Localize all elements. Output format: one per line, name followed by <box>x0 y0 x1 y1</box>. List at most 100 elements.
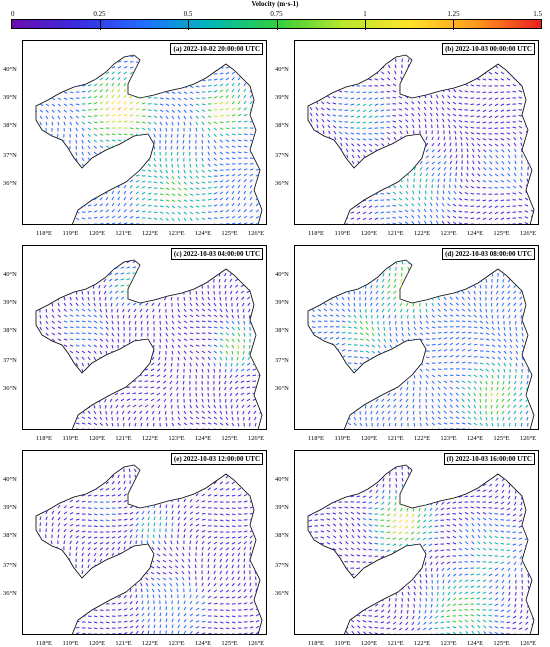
velocity-arrow <box>486 309 487 312</box>
velocity-arrow <box>57 134 58 138</box>
velocity-arrow <box>467 155 468 159</box>
latitude-label: 37°N <box>3 152 17 159</box>
longitude-label: 125°E <box>221 230 237 237</box>
velocity-arrow <box>401 71 402 74</box>
velocity-arrow <box>129 321 130 325</box>
velocity-arrow <box>160 134 161 138</box>
velocity-arrow <box>372 417 373 421</box>
velocity-arrow <box>384 327 385 331</box>
velocity-arrow <box>354 291 355 294</box>
velocity-arrow <box>522 327 523 331</box>
velocity-arrow <box>202 80 205 81</box>
velocity-arrow <box>208 110 212 111</box>
panel-timestamp-label: (d) 2022-10-03 08:00:00 UTC <box>442 248 535 260</box>
latitude-label: 36°N <box>3 385 17 392</box>
latitude-label: 39°N <box>275 299 289 306</box>
latitude-label: 40°N <box>275 271 289 278</box>
velocity-arrow <box>178 303 179 306</box>
velocity-arrow <box>363 128 367 129</box>
velocity-arrow <box>177 369 178 372</box>
velocity-arrow <box>166 411 167 415</box>
velocity-arrow <box>456 375 460 376</box>
velocity-arrow <box>196 393 197 397</box>
velocity-arrow <box>360 309 361 312</box>
velocity-arrow <box>519 218 523 219</box>
longitude-label: 123°E <box>168 230 184 237</box>
velocity-arrow <box>238 315 239 318</box>
velocity-arrow <box>465 97 468 98</box>
velocity-arrow <box>243 351 244 354</box>
colorbar-tick-label: 1.25 <box>447 10 459 18</box>
longitude-label: 118°E <box>308 230 324 237</box>
colorbar-tick-mark <box>365 20 366 30</box>
velocity-arrow <box>202 152 203 155</box>
velocity-arrow <box>208 193 211 194</box>
velocity-arrow <box>76 339 79 340</box>
velocity-arrow <box>189 146 190 149</box>
velocity-arrow <box>375 92 379 93</box>
velocity-arrow <box>190 152 191 156</box>
velocity-arrow <box>471 110 474 111</box>
velocity-arrow <box>76 152 77 155</box>
velocity-arrow <box>232 309 233 312</box>
velocity-arrow <box>145 375 148 376</box>
velocity-arrow <box>226 303 227 306</box>
longitude-label: 119°E <box>334 230 350 237</box>
velocity-arrow <box>127 285 130 286</box>
velocity-arrow <box>238 411 239 415</box>
velocity-arrow <box>208 327 212 328</box>
velocity-arrow <box>437 125 438 128</box>
velocity-arrow <box>519 104 523 105</box>
velocity-arrow <box>106 405 107 409</box>
velocity-arrow <box>509 423 510 426</box>
velocity-arrow <box>160 321 161 325</box>
velocity-arrow <box>345 110 348 111</box>
velocity-arrow <box>139 393 142 394</box>
velocity-arrow <box>413 387 414 391</box>
velocity-arrow <box>202 339 205 340</box>
latitude-label: 39°N <box>3 94 17 101</box>
velocity-arrow <box>477 85 480 86</box>
longitude-label: 121°E <box>387 230 403 237</box>
longitude-label: 120°E <box>361 230 377 237</box>
velocity-arrow <box>426 405 427 409</box>
velocity-arrow <box>471 116 475 117</box>
velocity-arrow <box>426 125 427 129</box>
velocity-arrow <box>462 321 465 322</box>
velocity-arrow <box>171 152 172 155</box>
velocity-arrow <box>190 164 191 167</box>
panel-timestamp-label: (a) 2022-10-02 20:00:00 UTC <box>170 43 263 55</box>
velocity-arrow <box>244 339 245 342</box>
longitude-label: 121°E <box>115 435 131 442</box>
velocity-arrow <box>474 350 477 351</box>
velocity-arrow <box>510 327 511 331</box>
velocity-arrow <box>426 357 429 358</box>
velocity-arrow <box>504 273 505 277</box>
velocity-arrow <box>172 134 173 138</box>
velocity-arrow <box>477 122 480 123</box>
velocity-arrow <box>483 187 486 188</box>
velocity-arrow <box>232 158 235 159</box>
velocity-arrow <box>244 134 248 135</box>
velocity-arrow <box>208 393 209 397</box>
longitude-label: 126°E <box>520 435 536 442</box>
longitude-label: 124°E <box>195 230 211 237</box>
velocity-arrow <box>318 321 321 322</box>
velocity-arrow <box>471 104 475 105</box>
velocity-arrow <box>339 97 342 98</box>
velocity-arrow <box>471 127 474 128</box>
velocity-arrow <box>401 273 402 276</box>
velocity-arrow <box>369 92 372 93</box>
velocity-arrow <box>444 321 447 322</box>
colorbar-tick-label: 1.5 <box>533 10 542 18</box>
velocity-arrow <box>492 411 493 415</box>
velocity-arrow <box>519 205 522 206</box>
colorbar-tick-mark <box>188 20 189 30</box>
velocity-arrow <box>133 393 136 394</box>
velocity-arrow <box>130 56 133 57</box>
velocity-arrow <box>432 351 436 352</box>
velocity-arrow <box>519 115 522 116</box>
velocity-arrow <box>413 411 414 414</box>
velocity-arrow <box>178 399 179 403</box>
velocity-arrow <box>214 116 218 117</box>
